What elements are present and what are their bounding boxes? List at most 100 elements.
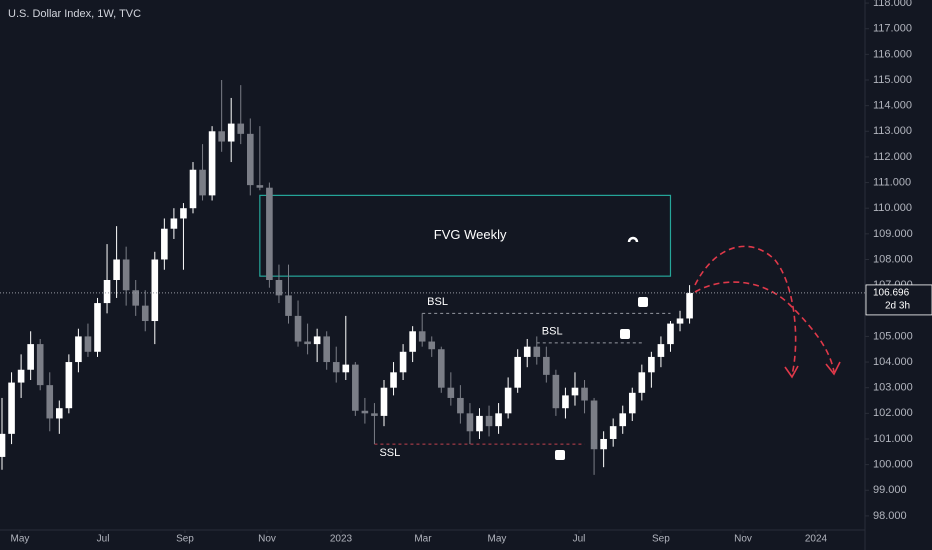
y-tick-label: 117.000 — [873, 23, 912, 35]
candle-body — [75, 336, 82, 363]
candle-body — [17, 369, 25, 383]
candle-body — [571, 387, 579, 396]
projection-arrow — [694, 281, 835, 373]
candle-body — [246, 133, 254, 186]
arrow-head — [784, 365, 799, 379]
liquidity-label: BSL — [542, 326, 563, 338]
x-tick-label: Nov — [734, 534, 752, 545]
candle-body — [304, 341, 311, 345]
candle-body — [199, 169, 206, 196]
candle-body — [227, 123, 235, 142]
candle-body — [428, 341, 436, 350]
candle-body — [56, 408, 63, 419]
candle-body — [514, 356, 521, 388]
candle-body — [170, 218, 178, 229]
candle-body — [476, 415, 483, 432]
y-tick-label: 111.000 — [873, 176, 911, 188]
candle-body — [46, 385, 54, 419]
magnet-icon — [627, 236, 639, 243]
current-price-box — [865, 284, 932, 316]
y-tick-label: 104.000 — [873, 356, 913, 368]
y-tick-label: 101.000 — [873, 433, 913, 445]
candle-body — [504, 387, 512, 414]
candle-body — [27, 344, 34, 370]
y-tick-label: 114.000 — [873, 100, 912, 112]
candle-body — [352, 364, 359, 411]
y-tick-label: 98.000 — [873, 510, 907, 522]
candle-body — [676, 318, 684, 324]
candle-body — [638, 372, 646, 393]
candle-body — [562, 395, 569, 409]
candle-body — [313, 336, 321, 345]
candle-body — [361, 410, 369, 414]
projection-arrow — [694, 245, 797, 376]
candle-body — [208, 131, 216, 196]
candle-body — [8, 382, 15, 434]
candle-body — [380, 387, 388, 416]
candle-body — [648, 356, 655, 373]
candle-body — [609, 426, 617, 439]
candle-body — [94, 303, 101, 352]
candle-body — [619, 413, 627, 427]
candle-body — [399, 351, 407, 373]
fvg-label: FVG Weekly — [434, 227, 507, 242]
y-tick-label: 110.000 — [873, 202, 912, 214]
x-tick-label: May — [488, 534, 507, 545]
candle-body — [657, 344, 665, 357]
chart-title: U.S. Dollar Index, 1W, TVC — [8, 8, 141, 20]
candle-body — [113, 259, 120, 280]
candle-body — [667, 323, 674, 345]
candle-body — [141, 305, 149, 322]
check-icon — [638, 297, 648, 307]
candle-body — [495, 413, 502, 427]
candle-body — [122, 259, 130, 291]
countdown-label: 2d 3h — [885, 301, 910, 312]
y-tick-label: 118.000 — [873, 0, 912, 9]
y-tick-label: 116.000 — [873, 48, 912, 60]
x-tick-label: May — [11, 534, 30, 545]
candle-body — [84, 336, 92, 352]
y-tick-label: 113.000 — [873, 125, 912, 137]
candle-body — [342, 364, 350, 373]
x-tick-label: Jul — [97, 534, 110, 545]
candle-body — [485, 415, 493, 427]
y-tick-label: 99.000 — [873, 484, 907, 496]
y-tick-label: 115.000 — [873, 74, 912, 86]
y-tick-label: 105.000 — [873, 330, 913, 342]
liquidity-label: SSL — [379, 447, 400, 459]
candle-body — [180, 208, 187, 219]
check-icon — [555, 450, 565, 460]
candle-body — [418, 331, 426, 342]
candle-body — [151, 259, 159, 322]
y-tick-label: 108.000 — [873, 253, 913, 265]
candle-body — [686, 292, 693, 319]
projection-arrows — [694, 245, 841, 379]
candle-body — [371, 413, 378, 416]
x-tick-label: Jul — [573, 534, 586, 545]
arrow-head — [825, 361, 841, 376]
candle-body — [447, 387, 455, 398]
x-tick-label: 2024 — [805, 534, 828, 545]
candle-body — [409, 331, 416, 352]
y-tick-label: 112.000 — [873, 151, 912, 163]
x-tick-label: Mar — [414, 534, 432, 545]
candle-body — [543, 356, 550, 375]
x-tick-label: Sep — [652, 534, 670, 545]
candle-body — [323, 336, 330, 363]
candle-body — [65, 362, 73, 409]
candle-body — [466, 413, 474, 432]
current-price-label: 106.696 — [873, 288, 910, 299]
x-tick-label: 2023 — [330, 534, 353, 545]
candle-body — [600, 438, 607, 450]
candle-body — [437, 349, 445, 388]
check-icon — [620, 329, 630, 339]
candle-body — [294, 315, 302, 342]
candle-body — [457, 397, 464, 414]
y-tick-label: 109.000 — [873, 228, 913, 240]
candle-body — [523, 346, 531, 357]
x-tick-label: Sep — [176, 534, 194, 545]
candle-body — [189, 169, 197, 209]
candle-body — [0, 433, 6, 457]
candle-body — [103, 280, 111, 304]
